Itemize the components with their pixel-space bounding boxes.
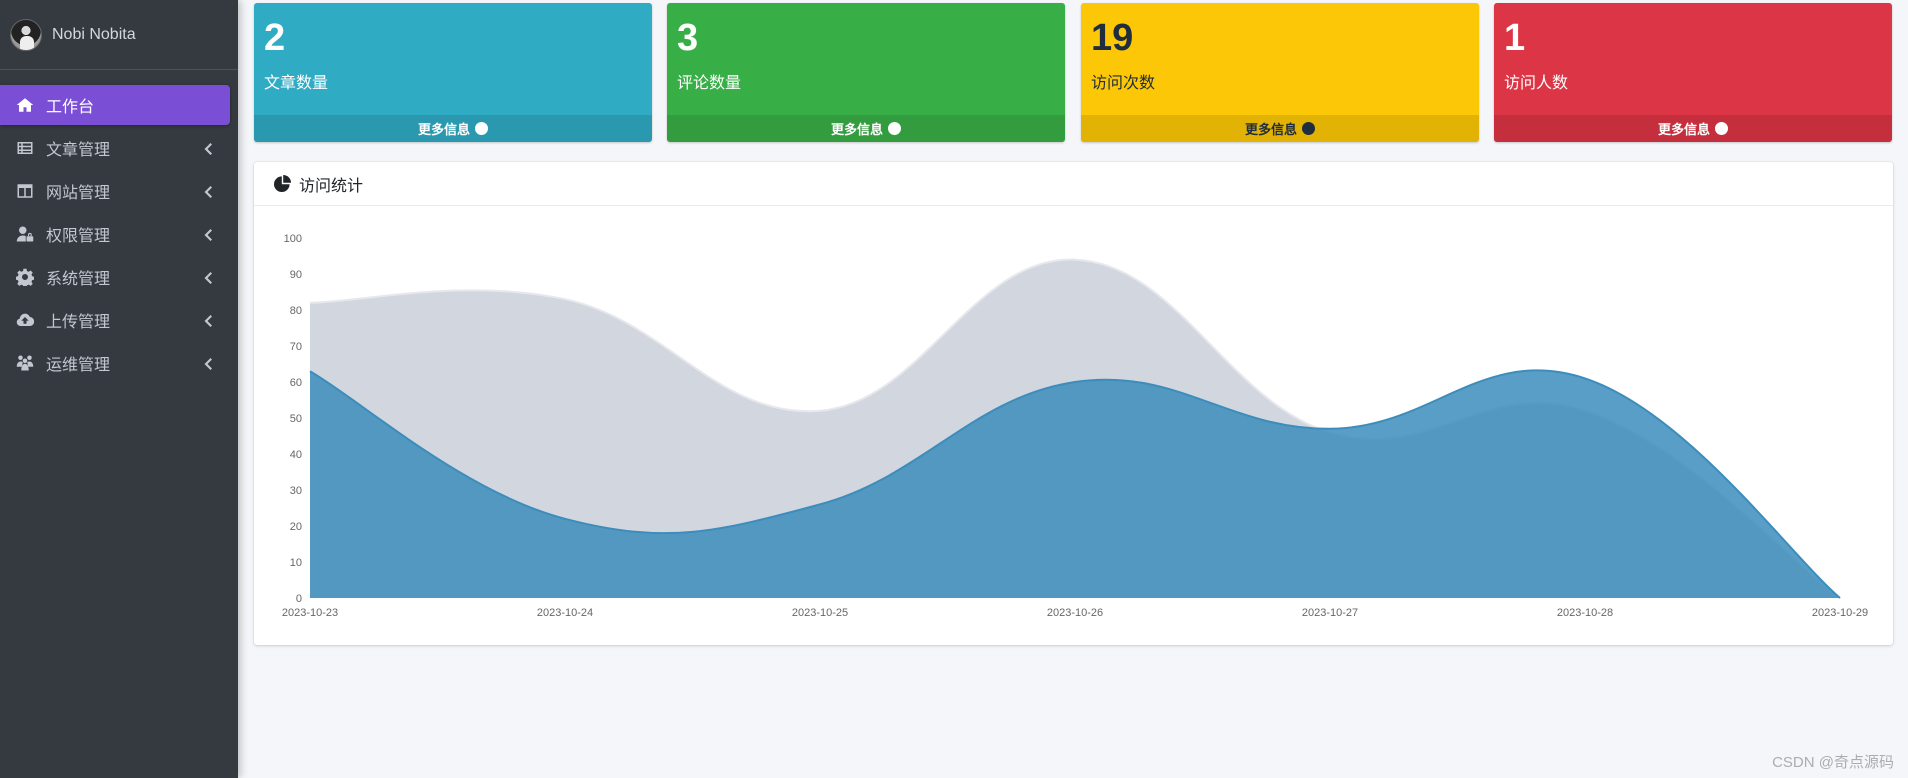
more-info-link[interactable]: 更多信息 <box>254 115 652 142</box>
area-chart: 0 10 20 30 40 50 60 70 80 90 100 2023-10-23 2023-10-… <box>282 233 1868 619</box>
more-info-label: 更多信息 <box>1244 122 1297 137</box>
chevron-left-icon <box>204 228 212 241</box>
sidebar-item-label: 工作台 <box>46 99 95 116</box>
user-lock-icon <box>14 225 36 243</box>
y-tick-label: 60 <box>290 377 302 389</box>
stat-box-visitors: 1 访问人数 更多信息 <box>1494 3 1892 142</box>
x-tick-label: 2023-10-23 <box>282 607 338 619</box>
sidebar-item-label: 运维管理 <box>46 357 111 374</box>
chevron-left-icon <box>204 185 212 198</box>
more-info-label: 更多信息 <box>417 122 470 137</box>
stat-box-visits: 19 访问次数 更多信息 <box>1081 3 1479 142</box>
gear-icon <box>14 268 36 286</box>
stat-value: 2 <box>264 17 286 59</box>
y-tick-label: 0 <box>296 593 302 605</box>
chevron-left-icon <box>204 314 212 327</box>
stat-box-comments: 3 评论数量 更多信息 <box>667 3 1065 142</box>
chart-pie-icon <box>274 175 291 192</box>
sidebar-nav: 工作台 文章管理 网站管理 权限管理 系统管理 上传管理 <box>0 70 238 383</box>
arrow-circle-right-icon <box>475 122 488 135</box>
user-name[interactable]: Nobi Nobita <box>52 25 136 43</box>
sidebar-item-ops[interactable]: 运维管理 <box>0 343 230 383</box>
x-tick-label: 2023-10-25 <box>792 607 848 619</box>
chevron-left-icon <box>204 357 212 370</box>
y-tick-label: 20 <box>290 521 302 533</box>
sidebar: Nobi Nobita 工作台 文章管理 网站管理 权限管理 系统管理 <box>0 0 238 778</box>
card-title: 访问统计 <box>299 177 364 195</box>
more-info-link[interactable]: 更多信息 <box>1494 115 1892 142</box>
arrow-circle-right-icon <box>1302 122 1315 135</box>
x-tick-label: 2023-10-27 <box>1302 607 1358 619</box>
window-icon <box>14 182 36 200</box>
card-header: 访问统计 <box>254 162 1893 206</box>
watermark: CSDN @奇点源码 <box>1772 754 1894 771</box>
people-icon <box>14 354 36 372</box>
more-info-label: 更多信息 <box>830 122 883 137</box>
stat-value: 19 <box>1091 17 1134 59</box>
chevron-left-icon <box>204 271 212 284</box>
y-tick-label: 30 <box>290 485 302 497</box>
x-tick-label: 2023-10-24 <box>537 607 593 619</box>
sidebar-item-permissions[interactable]: 权限管理 <box>0 214 230 254</box>
cloud-upload-icon <box>14 311 36 329</box>
stat-box-articles: 2 文章数量 更多信息 <box>254 3 652 142</box>
arrow-circle-right-icon <box>888 122 901 135</box>
user-panel[interactable]: Nobi Nobita <box>0 0 238 70</box>
sidebar-item-label: 权限管理 <box>46 228 111 245</box>
sidebar-item-label: 系统管理 <box>46 271 111 288</box>
more-info-link[interactable]: 更多信息 <box>1081 115 1479 142</box>
y-tick-label: 40 <box>290 449 302 461</box>
arrow-circle-right-icon <box>1715 122 1728 135</box>
y-tick-label: 10 <box>290 557 302 569</box>
y-tick-label: 90 <box>290 269 302 281</box>
sidebar-item-upload[interactable]: 上传管理 <box>0 300 230 340</box>
y-tick-label: 100 <box>284 233 302 245</box>
sidebar-item-system[interactable]: 系统管理 <box>0 257 230 297</box>
stat-value: 3 <box>677 17 699 59</box>
x-tick-label: 2023-10-26 <box>1047 607 1103 619</box>
stat-value: 1 <box>1504 17 1526 59</box>
sidebar-item-dashboard[interactable]: 工作台 <box>0 85 230 125</box>
chevron-left-icon <box>204 142 212 155</box>
visit-stats-card: 访问统计 0 10 20 30 40 50 60 70 80 90 100 2023-10-23 202… <box>254 162 1893 645</box>
x-tick-label: 2023-10-29 <box>1812 607 1868 619</box>
stat-label: 访问人数 <box>1504 75 1569 92</box>
home-icon <box>14 96 36 114</box>
avatar[interactable] <box>10 18 42 51</box>
more-info-label: 更多信息 <box>1657 122 1710 137</box>
series-area-1 <box>310 370 1840 598</box>
sidebar-item-label: 文章管理 <box>46 142 111 159</box>
more-info-link[interactable]: 更多信息 <box>667 115 1065 142</box>
sidebar-item-website[interactable]: 网站管理 <box>0 171 230 211</box>
sidebar-item-articles[interactable]: 文章管理 <box>0 128 230 168</box>
y-tick-label: 50 <box>290 413 302 425</box>
y-tick-label: 80 <box>290 305 302 317</box>
y-tick-label: 70 <box>290 341 302 353</box>
stat-label: 访问次数 <box>1091 75 1156 92</box>
sidebar-item-label: 上传管理 <box>46 314 111 331</box>
sidebar-item-label: 网站管理 <box>46 185 111 202</box>
x-tick-label: 2023-10-28 <box>1557 607 1613 619</box>
stat-label: 评论数量 <box>677 75 742 92</box>
list-icon <box>14 139 36 157</box>
stat-label: 文章数量 <box>264 75 329 92</box>
